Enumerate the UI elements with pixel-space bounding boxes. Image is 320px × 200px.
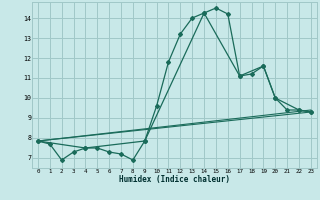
X-axis label: Humidex (Indice chaleur): Humidex (Indice chaleur) [119, 175, 230, 184]
